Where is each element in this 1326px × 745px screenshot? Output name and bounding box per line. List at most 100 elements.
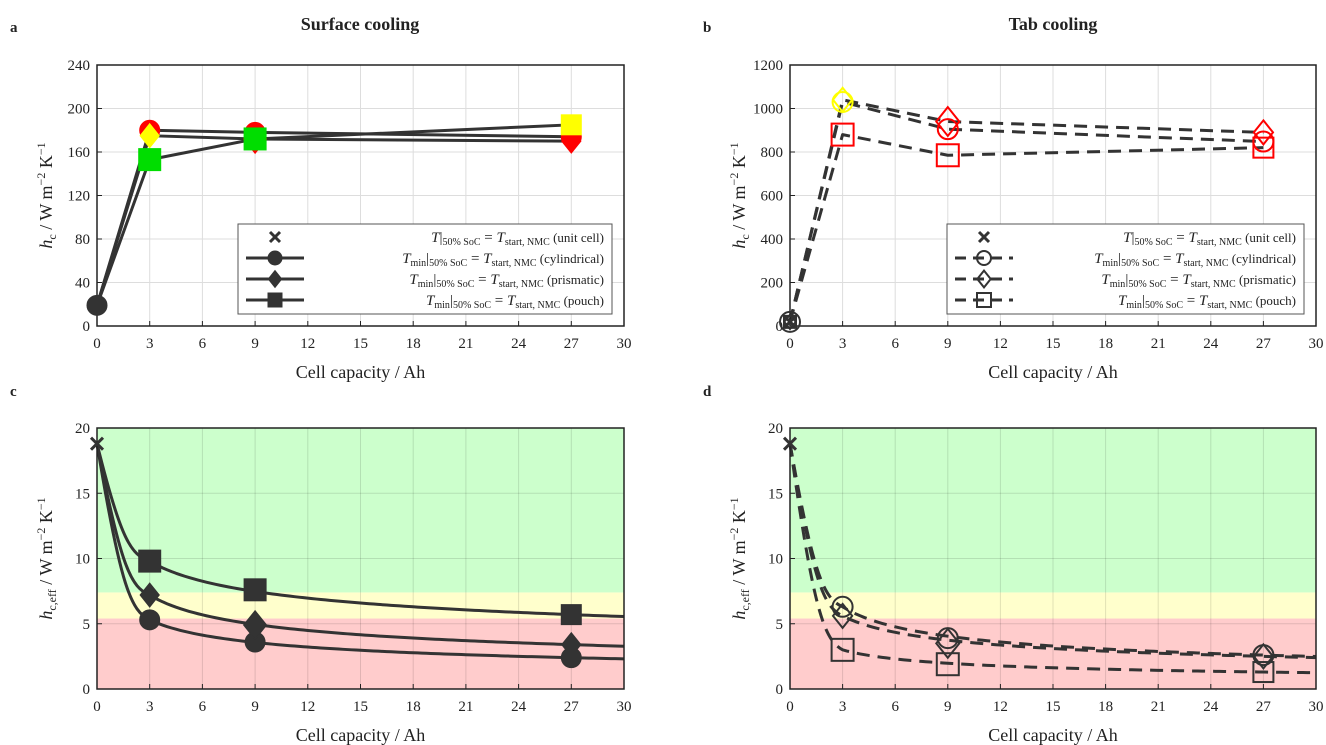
x-tick-label: 15 (1046, 336, 1061, 352)
y-tick-label: 0 (776, 319, 784, 335)
label-part: 50% SoC (1145, 300, 1183, 311)
x-tick-label: 12 (993, 336, 1008, 352)
legend-marker (267, 250, 283, 266)
data-point (560, 114, 582, 136)
label-part: T (1175, 251, 1185, 267)
data-point (782, 436, 798, 451)
legend-item: T|50% SoC = Tstart, NMC (unit cell) (268, 230, 604, 248)
label-part: −1 (34, 497, 48, 510)
panel-label-c: c (10, 384, 17, 400)
label-part: c,eff (45, 589, 59, 610)
chart-panel-c: 0 3 6 9 12 15 18 21 24 27 30 0 5 10 15 20 Cell capacity … (34, 421, 632, 745)
label-part: h (36, 611, 56, 620)
label-part: T (507, 293, 517, 309)
x-marker-stroke (782, 436, 798, 451)
y-tick-label: 10 (75, 552, 90, 568)
data-point (936, 118, 959, 141)
legend-label: T|50% SoC = Tstart, NMC (unit cell) (431, 230, 604, 248)
data-point (935, 143, 960, 168)
x-tick-label: 3 (839, 699, 847, 715)
x-tick-label: 12 (300, 699, 315, 715)
legend-item: Tmin|50% SoC = Tstart, NMC (prismatic) (955, 268, 1296, 290)
data-point (90, 298, 104, 312)
label-part: start, NMC (515, 300, 560, 311)
x-tick-label: 0 (786, 699, 794, 715)
x-marker-stroke (977, 230, 991, 244)
y-axis-label: hc,eff / W m−2 K−1 (727, 497, 752, 619)
y-tick-label: 1200 (753, 58, 783, 74)
series-curve (95, 443, 625, 619)
legend-marker (268, 230, 282, 244)
series-curve (788, 443, 1317, 660)
series-line (95, 134, 572, 306)
label-part: T (1199, 293, 1209, 309)
label-part: min (1103, 258, 1119, 269)
label-part: (cylindrical) (1229, 251, 1297, 266)
x-tick-label: 18 (1098, 336, 1113, 352)
data-point (783, 314, 797, 329)
panel-label-d: d (703, 384, 712, 400)
data-point (935, 652, 960, 677)
x-tick-label: 3 (146, 336, 154, 352)
data-point (782, 313, 798, 331)
label-part: min (418, 279, 434, 290)
label-part: T (402, 251, 412, 267)
x-tick-label: 27 (1256, 336, 1272, 352)
zone-band (790, 618, 1316, 689)
label-part: 50% SoC (453, 300, 491, 311)
y-tick-label: 40 (75, 276, 90, 292)
label-part: 50% SoC (436, 279, 474, 290)
legend-item: Tmin|50% SoC = Tstart, NMC (pouch) (246, 292, 604, 311)
data-point (1252, 642, 1275, 670)
label-part: | (450, 293, 453, 309)
legend-label: T|50% SoC = Tstart, NMC (unit cell) (1123, 230, 1296, 248)
label-part: = (1159, 251, 1175, 267)
data-point (139, 609, 161, 631)
data-point (242, 609, 268, 641)
x-tick-label: 3 (146, 699, 154, 715)
y-tick-label: 200 (68, 102, 91, 118)
label-part: K (36, 155, 56, 173)
x-tick-label: 27 (564, 699, 580, 715)
x-tick-label: 27 (564, 336, 580, 352)
label-part: | (433, 272, 436, 288)
data-point (782, 314, 798, 329)
legend-label: Tmin|50% SoC = Tstart, NMC (cylindrical) (1094, 251, 1296, 269)
x-marker-stroke (89, 436, 105, 451)
data-point (139, 122, 160, 149)
x-tick-label: 21 (458, 336, 473, 352)
label-part: (cylindrical) (537, 251, 605, 266)
legend: T|50% SoC = Tstart, NMC (unit cell)Tmin|… (237, 223, 613, 315)
label-part: −2 (34, 173, 48, 186)
label-part: start, NMC (1184, 258, 1229, 269)
x-tick-label: 30 (1309, 699, 1324, 715)
legend-item: Tmin|50% SoC = Tstart, NMC (cylindrical) (955, 250, 1296, 269)
y-tick-label: 20 (75, 421, 90, 437)
chart-panel-a: 0 3 6 9 12 15 18 21 24 27 30 0 40 80 120 160 200 240 Cell … (34, 58, 632, 382)
data-point (831, 86, 854, 114)
label-part: h (729, 611, 749, 620)
y-tick-label: 20 (768, 421, 783, 437)
label-part: / W m (729, 540, 749, 589)
data-point (89, 436, 105, 451)
label-part: T (1094, 251, 1104, 267)
x-tick-label: 0 (93, 699, 101, 715)
label-part: start, NMC (1191, 279, 1236, 290)
label-part: K (729, 510, 749, 528)
x-axis-label: Cell capacity / Ah (988, 362, 1117, 382)
legend-marker (267, 292, 283, 308)
label-part: T (1118, 293, 1128, 309)
legend-label: Tmin|50% SoC = Tstart, NMC (pouch) (426, 293, 604, 311)
y-tick-label: 240 (68, 58, 91, 74)
y-tick-label: 10 (768, 552, 783, 568)
y-tick-label: 160 (68, 145, 91, 161)
legend-label: Tmin|50% SoC = Tstart, NMC (prismatic) (1101, 272, 1296, 290)
data-point (138, 549, 162, 573)
x-tick-label: 18 (1098, 699, 1113, 715)
y-tick-label: 15 (768, 486, 783, 502)
label-part: min (434, 300, 450, 311)
data-point (243, 578, 267, 602)
legend-box (946, 223, 1305, 315)
panel-label-a: a (10, 20, 18, 36)
label-part: 50% SoC (442, 237, 480, 248)
